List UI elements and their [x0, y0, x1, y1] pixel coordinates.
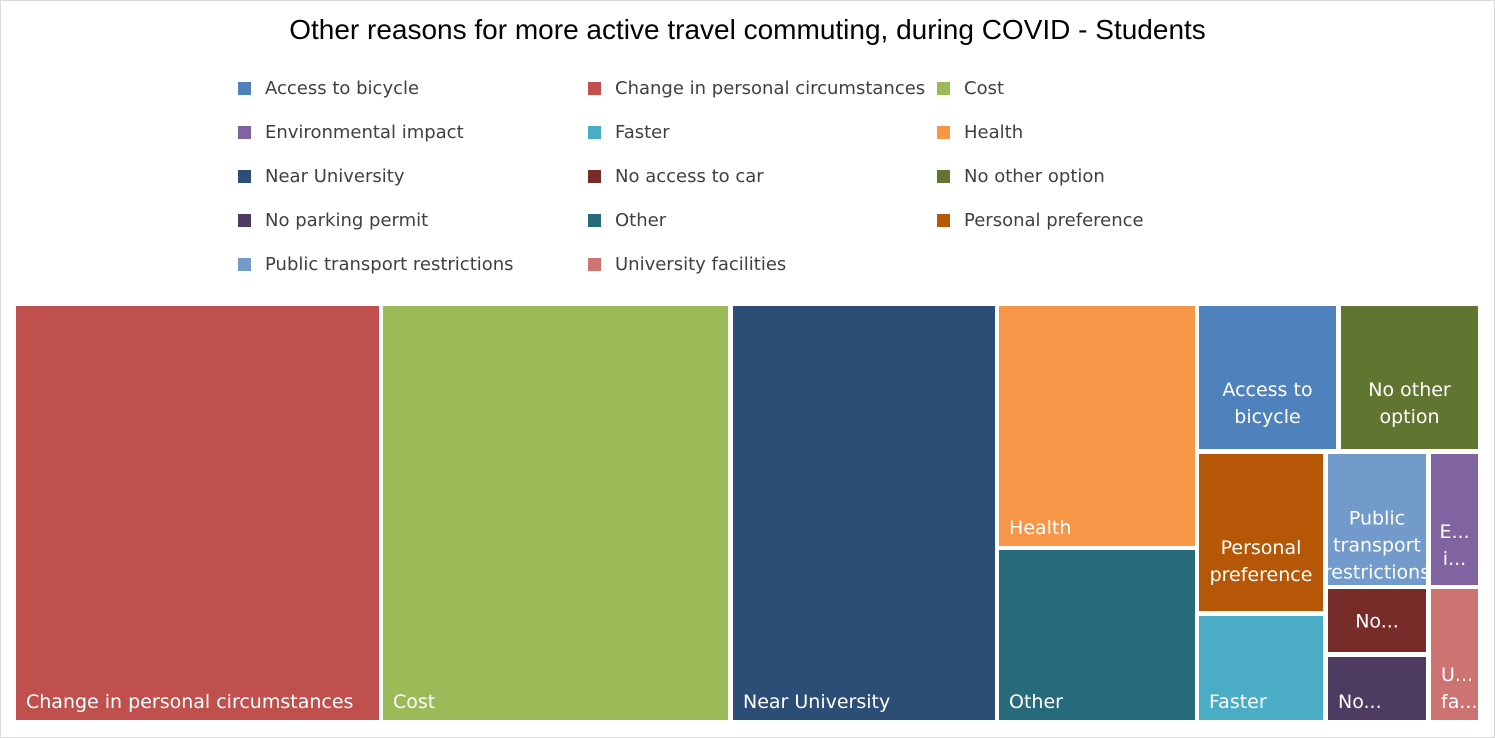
legend-swatch — [238, 213, 251, 227]
tile-label-other: Other — [1009, 691, 1063, 713]
tile-label-cost: Cost — [393, 691, 435, 713]
legend-swatch — [937, 169, 950, 183]
tile-label-environmental-impact: E... i... — [1439, 521, 1469, 570]
legend-swatch — [238, 125, 251, 139]
legend-item-no-parking-permit: No parking permit — [238, 209, 428, 231]
tile-label-personal-preference: Personal preference — [1210, 537, 1313, 586]
legend-label: No parking permit — [265, 209, 429, 231]
legend-label: No access to car — [615, 165, 764, 187]
tile-label-no-parking-permit: No... — [1338, 691, 1382, 713]
tile-no-other-option — [1341, 306, 1478, 449]
tile-personal-preference — [1199, 454, 1323, 611]
tile-label-public-transport-restrictions: Public transport restrictions — [1324, 508, 1430, 584]
tile-label-faster: Faster — [1209, 691, 1267, 713]
legend-label: Other — [615, 209, 667, 231]
legend-label: Personal preference — [964, 209, 1144, 231]
legend-swatch — [937, 213, 950, 227]
legend-swatch — [588, 213, 601, 227]
tile-no-parking-permit — [1328, 657, 1426, 720]
legend-item-no-other-option: No other option — [937, 165, 1105, 187]
tile-access-to-bicycle — [1199, 306, 1336, 449]
legend-item-access-to-bicycle: Access to bicycle — [238, 77, 419, 99]
tile-label-no-access-to-car: No... — [1355, 611, 1399, 633]
legend-item-health: Health — [937, 121, 1023, 143]
legend-item-personal-preference: Personal preference — [937, 209, 1144, 231]
legend-item-no-access-to-car: No access to car — [588, 165, 764, 187]
legend-item-environmental-impact: Environmental impact — [238, 121, 464, 143]
tile-label-health: Health — [1009, 517, 1071, 539]
legend-swatch — [937, 81, 950, 95]
legend-swatch — [238, 169, 251, 183]
tile-faster — [1199, 616, 1323, 720]
tile-cost — [383, 306, 728, 720]
legend-swatch — [937, 125, 950, 139]
legend-swatch — [238, 257, 251, 271]
legend-label: University facilities — [615, 253, 787, 275]
legend-swatch — [588, 169, 601, 183]
legend-label: Cost — [964, 77, 1005, 99]
tile-university-facilities — [1431, 589, 1478, 720]
legend-label: Access to bicycle — [265, 77, 420, 99]
legend-label: Faster — [615, 121, 670, 143]
legend-label: Health — [964, 121, 1024, 143]
legend-item-cost: Cost — [937, 77, 1004, 99]
legend-swatch — [238, 81, 251, 95]
legend-item-public-transport-restrictions: Public transport restrictions — [238, 253, 514, 275]
legend-label: Near University — [265, 165, 405, 187]
tile-other — [999, 550, 1195, 720]
tile-near-university — [733, 306, 995, 720]
tile-label-access-to-bicycle: Access to bicycle — [1222, 379, 1312, 428]
legend-item-near-university: Near University — [238, 165, 405, 187]
legend-label: Environmental impact — [265, 121, 464, 143]
legend-swatch — [588, 81, 601, 95]
tile-label-change-in-personal-circumstances: Change in personal circumstances — [26, 691, 353, 713]
legend-swatch — [588, 257, 601, 271]
tile-label-university-facilities: U... fa... — [1441, 664, 1477, 713]
legend-item-faster: Faster — [588, 121, 670, 143]
legend-label: Public transport restrictions — [265, 253, 514, 275]
legend-item-change-in-personal-circumstances: Change in personal circumstances — [588, 77, 925, 99]
tile-change-in-personal-circumstances — [16, 306, 379, 720]
tile-environmental-impact — [1431, 454, 1478, 585]
tile-label-near-university: Near University — [743, 691, 890, 713]
tile-public-transport-restrictions — [1328, 454, 1426, 585]
tile-health — [999, 306, 1195, 546]
legend-label: Change in personal circumstances — [615, 77, 926, 99]
chart-title: Other reasons for more active travel com… — [289, 14, 1206, 45]
legend-item-other: Other — [588, 209, 666, 231]
tile-no-access-to-car — [1328, 589, 1426, 652]
legend-label: No other option — [964, 165, 1105, 187]
legend-swatch — [588, 125, 601, 139]
legend-item-university-facilities: University facilities — [588, 253, 786, 275]
tile-label-no-other-option: No other option — [1368, 379, 1451, 428]
